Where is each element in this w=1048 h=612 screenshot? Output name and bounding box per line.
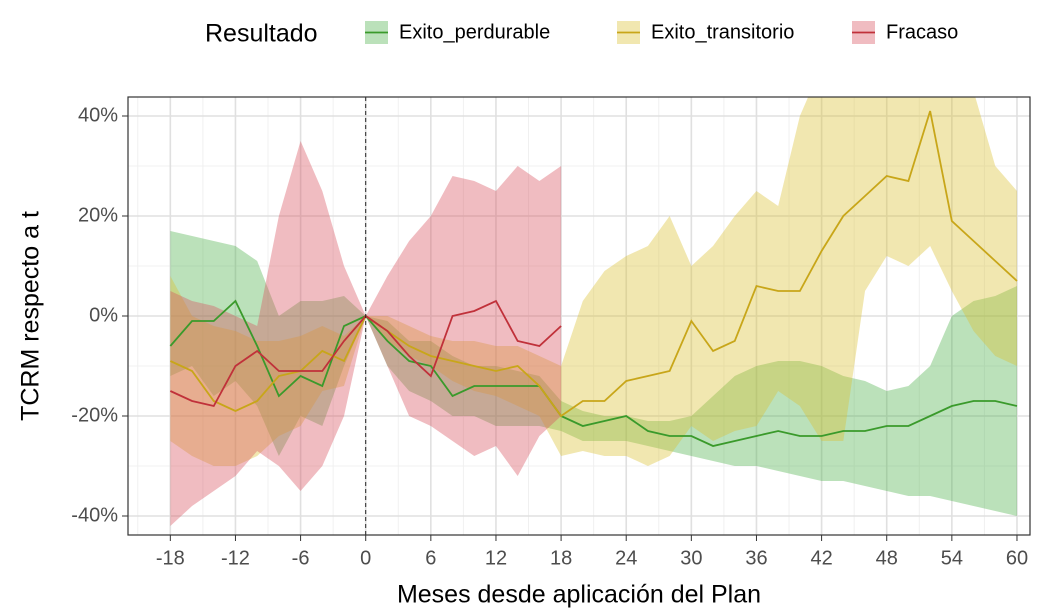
- y-axis-title: TCRM respecto a t: [17, 211, 45, 421]
- legend-label: Exito_perdurable: [399, 21, 550, 43]
- x-tick-label: 60: [1006, 547, 1028, 569]
- confidence-band: [170, 97, 1017, 466]
- line: [169, 299, 1018, 447]
- confidence-band: [170, 231, 1017, 516]
- legend-label: Exito_transitorio: [651, 21, 794, 43]
- y-tick-label: -40%: [71, 504, 118, 526]
- x-tick-label: 24: [615, 547, 637, 569]
- confidence-band: [170, 141, 562, 526]
- x-tick-label: 48: [876, 547, 898, 569]
- y-tick-label: -20%: [71, 404, 118, 426]
- x-tick-label: 12: [485, 547, 507, 569]
- x-tick-label: 30: [680, 547, 702, 569]
- y-tick-label: 0%: [89, 304, 118, 326]
- x-tick-label: 54: [941, 547, 963, 569]
- x-tick-label: -12: [221, 547, 250, 569]
- line: [169, 110, 1018, 418]
- x-tick-label: 42: [810, 547, 832, 569]
- x-tick-label: -6: [292, 547, 310, 569]
- x-tick-label: 6: [425, 547, 436, 569]
- y-tick-label: 20%: [78, 204, 118, 226]
- x-tick-label: -18: [156, 547, 185, 569]
- y-tick-label: 40%: [78, 104, 118, 126]
- legend-title: Resultado: [205, 20, 318, 48]
- x-tick-label: 18: [550, 547, 572, 569]
- x-tick-label: 0: [360, 547, 371, 569]
- x-axis-title: Meses desde aplicación del Plan: [397, 581, 761, 609]
- x-tick-label: 36: [745, 547, 767, 569]
- legend-label: Fracaso: [886, 21, 958, 43]
